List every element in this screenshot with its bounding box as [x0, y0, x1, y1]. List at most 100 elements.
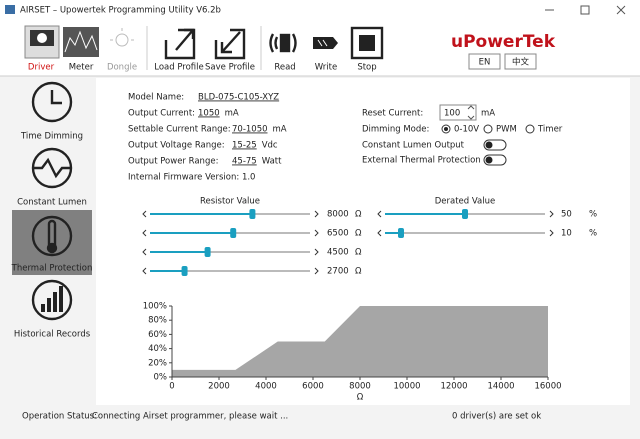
slider-arrow[interactable]: [314, 210, 319, 218]
toolbar-button-label[interactable]: Driver: [28, 63, 55, 73]
field-unit: mA: [273, 125, 287, 135]
slider-arrow[interactable]: [142, 229, 147, 237]
slider-thumb[interactable]: [230, 228, 237, 238]
slider-arrow[interactable]: [314, 248, 319, 256]
slider-value: 10: [561, 229, 572, 239]
y-tick-label: 40%: [148, 344, 167, 354]
field-unit: mA: [225, 109, 239, 119]
slider-arrow[interactable]: [142, 210, 147, 218]
slider-unit: Ω: [355, 248, 362, 258]
write-icon[interactable]: [313, 37, 338, 49]
radio[interactable]: [525, 124, 535, 134]
toolbar-button-label[interactable]: Stop: [357, 63, 376, 73]
field-label: Settable Current Range:: [128, 125, 231, 135]
field-value: 15-25: [232, 141, 257, 151]
spinner[interactable]: [467, 105, 475, 120]
radio[interactable]: [483, 124, 493, 134]
constant-lumen-icon[interactable]: [31, 147, 73, 189]
area: [172, 306, 548, 377]
sidebar-item[interactable]: Time Dimming: [20, 132, 83, 142]
x-tick-label: 14000: [487, 382, 514, 392]
toolbar-button-label[interactable]: Dongle: [107, 63, 137, 73]
field-value[interactable]: 100: [444, 109, 460, 119]
radio-dot: [444, 127, 448, 131]
lang-button[interactable]: [504, 53, 537, 70]
number-input[interactable]: [439, 104, 477, 121]
field-label: Dimming Mode:: [362, 125, 429, 135]
toolbar-button-label[interactable]: Read: [274, 63, 295, 73]
slider-arrow[interactable]: [314, 229, 319, 237]
lang-label[interactable]: EN: [479, 58, 491, 68]
slider-arrow[interactable]: [377, 210, 382, 218]
lang-label[interactable]: 中文: [512, 57, 530, 68]
slider-unit: %: [589, 210, 597, 220]
sidebar-item[interactable]: Historical Records: [14, 330, 91, 340]
thermal-protection-icon[interactable]: [31, 215, 73, 257]
window-controls[interactable]: [545, 5, 626, 15]
slider-arrow[interactable]: [377, 229, 382, 237]
field-label: Constant Lumen Output: [362, 141, 465, 151]
slider-thumb[interactable]: [462, 209, 468, 219]
toolbar-button-label[interactable]: Meter: [69, 63, 94, 73]
slider-value: 6500: [327, 229, 349, 239]
driver-icon[interactable]: [24, 25, 60, 59]
time-dimming-icon[interactable]: [31, 81, 73, 123]
status-message: Connecting Airset programmer, please wai…: [92, 412, 288, 422]
slider-arrow[interactable]: [142, 267, 147, 275]
field-unit: Watt: [262, 157, 282, 167]
sidebar-item[interactable]: Thermal Protection: [11, 264, 93, 274]
slider-title: Derated Value: [435, 197, 495, 207]
stop-icon[interactable]: [350, 26, 384, 60]
app-icon: [5, 5, 15, 14]
status-label: Operation Status:: [22, 412, 97, 422]
slider-arrow[interactable]: [549, 210, 554, 218]
field-value: 70-1050: [232, 125, 268, 135]
field-label: External Thermal Protection: [362, 156, 481, 166]
load-profile-icon[interactable]: [164, 28, 196, 60]
toolbar-button-label[interactable]: Write: [315, 63, 337, 73]
slider-unit: Ω: [355, 267, 362, 277]
field-label: Reset Current:: [362, 109, 423, 119]
meter-icon[interactable]: [63, 27, 99, 57]
field-label: Output Voltage Range:: [128, 141, 225, 151]
read-icon[interactable]: [269, 33, 297, 53]
field-value: BLD-075-C105-XYZ: [198, 93, 279, 103]
x-tick-label: 12000: [440, 382, 467, 392]
y-tick-label: 80%: [148, 316, 167, 326]
slider-unit: Ω: [355, 229, 362, 239]
slider-thumb[interactable]: [398, 228, 404, 238]
radio-label[interactable]: Timer: [537, 125, 563, 135]
slider-arrow[interactable]: [549, 229, 554, 237]
toolbar-button-label[interactable]: Load Profile: [154, 63, 204, 73]
toolbar-button-label[interactable]: Save Profile: [205, 63, 255, 73]
slider-thumb[interactable]: [249, 209, 256, 219]
x-axis-label: Ω: [357, 393, 364, 403]
slider-thumb[interactable]: [204, 247, 211, 257]
slider-thumb[interactable]: [181, 266, 188, 276]
x-tick-label: 8000: [349, 382, 371, 392]
brand: uPowerTek: [451, 32, 556, 52]
slider-value: 50: [561, 210, 572, 220]
lang-button[interactable]: [468, 53, 501, 70]
historical-records-icon[interactable]: [31, 279, 73, 321]
field-value: 45-75: [232, 157, 257, 167]
radio-label[interactable]: PWM: [496, 125, 517, 135]
title-bar: [0, 0, 640, 20]
slider-value: 2700: [327, 267, 349, 277]
slider-unit: Ω: [355, 210, 362, 220]
slider-arrow[interactable]: [142, 248, 147, 256]
radio-label[interactable]: 0-10V: [454, 125, 479, 135]
field-label: Output Current:: [128, 109, 195, 119]
x-tick-label: 2000: [208, 382, 230, 392]
sidebar-item[interactable]: Constant Lumen: [17, 198, 87, 208]
y-tick-label: 100%: [143, 302, 167, 312]
y-tick-label: 60%: [148, 330, 167, 340]
field-label: Output Power Range:: [128, 157, 218, 167]
field-value: 1050: [198, 109, 220, 119]
dongle-icon[interactable]: [110, 28, 134, 47]
x-tick-label: 10000: [393, 382, 420, 392]
save-profile-icon[interactable]: [214, 28, 246, 60]
x-tick-label: 4000: [255, 382, 277, 392]
slider-arrow[interactable]: [314, 267, 319, 275]
